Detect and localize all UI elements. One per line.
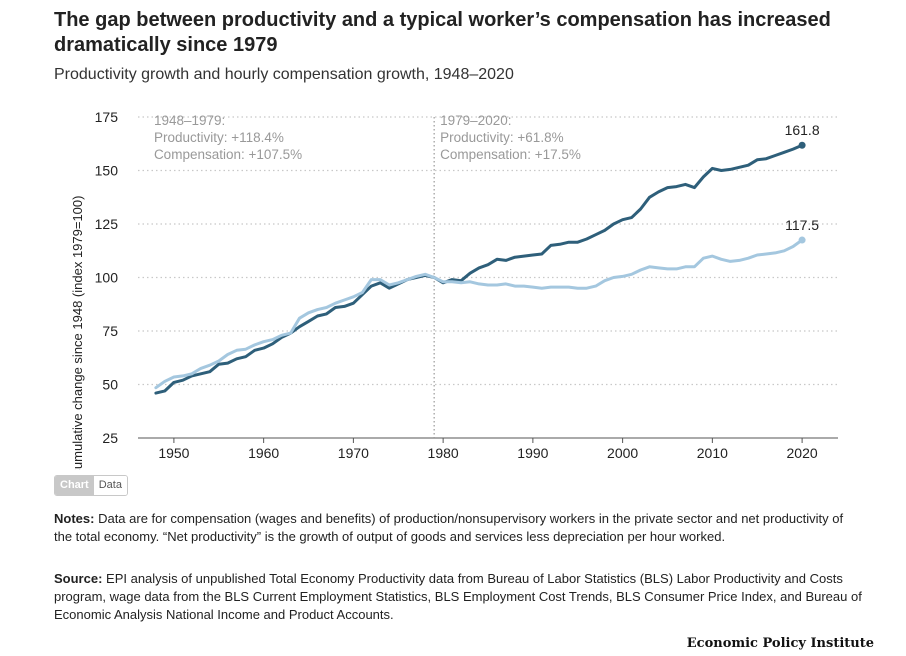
gridlines [138, 116, 838, 439]
productivity-end-label: 161.8 [785, 122, 820, 138]
period-annotations: 1948–1979: Productivity: +118.4% Compensat… [154, 113, 581, 162]
publisher-logo: Economic Policy Institute [686, 636, 874, 651]
series-lines [154, 143, 804, 395]
annotation-line: Compensation: +107.5% [154, 147, 302, 162]
x-axis-ticks: 1950 1960 1970 1980 1990 2000 2010 2020 [158, 438, 818, 461]
x-tick-label: 1990 [517, 445, 548, 461]
annotation-line: Productivity: +61.8% [440, 130, 563, 145]
y-tick-label: 50 [102, 377, 118, 393]
chart-tab[interactable]: Chart [55, 476, 94, 495]
notes-text: Data are for compensation (wages and ben… [54, 511, 844, 544]
chart-subtitle: Productivity growth and hourly compensat… [54, 66, 514, 83]
productivity-end-point [798, 141, 806, 149]
annotation-line: 1948–1979: [154, 113, 225, 128]
annotation-line: Productivity: +118.4% [154, 130, 284, 145]
annotation-line: 1979–2020: [440, 113, 511, 128]
x-tick-label: 2000 [607, 445, 638, 461]
compensation-end-label: 117.5 [785, 217, 819, 233]
x-tick-label: 1950 [158, 445, 189, 461]
y-tick-label: 75 [102, 323, 118, 339]
productivity-line [154, 143, 804, 395]
notes-label: Notes: [54, 511, 95, 526]
chart-title: The gap between productivity and a typic… [54, 9, 831, 56]
line-chart: 25 50 75 100 125 150 175 1950 1960 1970 1980 1990 2… [70, 109, 838, 470]
y-tick-label: 150 [95, 163, 119, 179]
x-tick-label: 1970 [338, 445, 369, 461]
x-tick-label: 1980 [428, 445, 459, 461]
x-tick-label: 2020 [787, 445, 818, 461]
y-tick-label: 125 [95, 216, 119, 232]
end-markers: 161.8 117.5 [785, 122, 820, 244]
compensation-line [154, 238, 804, 390]
x-tick-label: 2010 [697, 445, 728, 461]
y-tick-label: 25 [102, 430, 118, 446]
annotation-line: Compensation: +17.5% [440, 147, 581, 162]
source-text: EPI analysis of unpublished Total Econom… [54, 571, 862, 622]
y-tick-label: 100 [95, 270, 119, 286]
compensation-end-point [798, 236, 806, 244]
source-label: Source: [54, 571, 103, 586]
source: Source: EPI analysis of unpublished Tota… [54, 570, 864, 624]
data-tab[interactable]: Data [93, 476, 127, 495]
view-toggle: Chart Data [54, 475, 128, 496]
y-tick-label: 175 [95, 109, 119, 125]
y-axis-ticks: 25 50 75 100 125 150 175 [95, 109, 119, 446]
y-axis-label: Cumulative change since 1948 (index 1979… [70, 196, 85, 470]
x-tick-label: 1960 [248, 445, 279, 461]
notes: Notes: Data are for compensation (wages … [54, 510, 864, 546]
